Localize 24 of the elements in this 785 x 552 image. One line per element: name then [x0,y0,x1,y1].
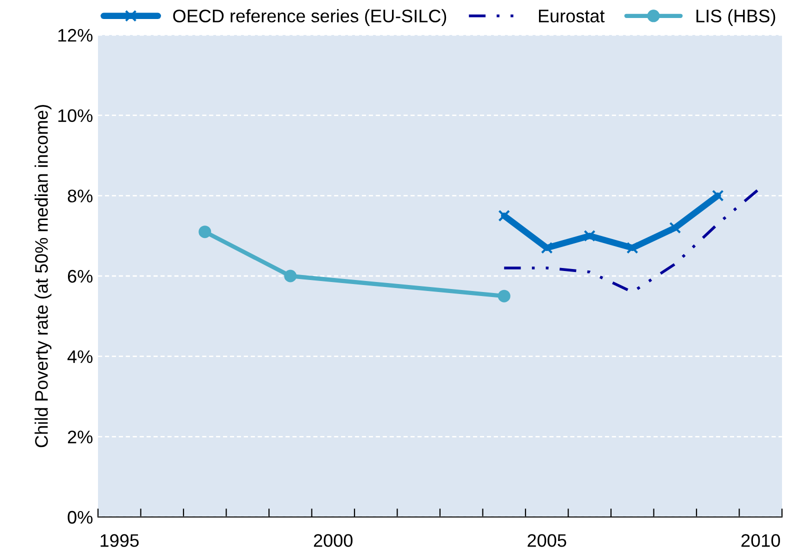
point [498,290,510,302]
x-tick-label: 2010 [741,534,780,547]
y-tick-label: 2% [68,430,92,444]
x-tick-label: 2000 [314,534,353,547]
y-tick-label: 12% [58,28,92,42]
legend-label: OECD reference series (EU-SILC) [173,9,446,26]
x-tick-label: 2005 [528,534,566,547]
point [626,242,638,254]
y-axis-title: Child Poverty rate (at 50% median income) [34,105,52,448]
y-tick-label: 8% [68,190,92,202]
point [498,210,510,222]
point [284,270,297,282]
point [669,222,682,234]
point [584,230,596,242]
y-tick-label: 0% [68,510,92,524]
point [198,226,212,238]
legend-label: Eurostat [538,10,605,22]
point [712,190,724,202]
x-tick-label: 1995 [100,534,139,547]
legend-label: LIS (HBS) [696,9,776,26]
point [540,242,553,254]
y-tick-label: 10% [58,109,92,122]
y-tick-label: 6% [68,270,92,283]
y-tick-label: 4% [67,350,92,363]
